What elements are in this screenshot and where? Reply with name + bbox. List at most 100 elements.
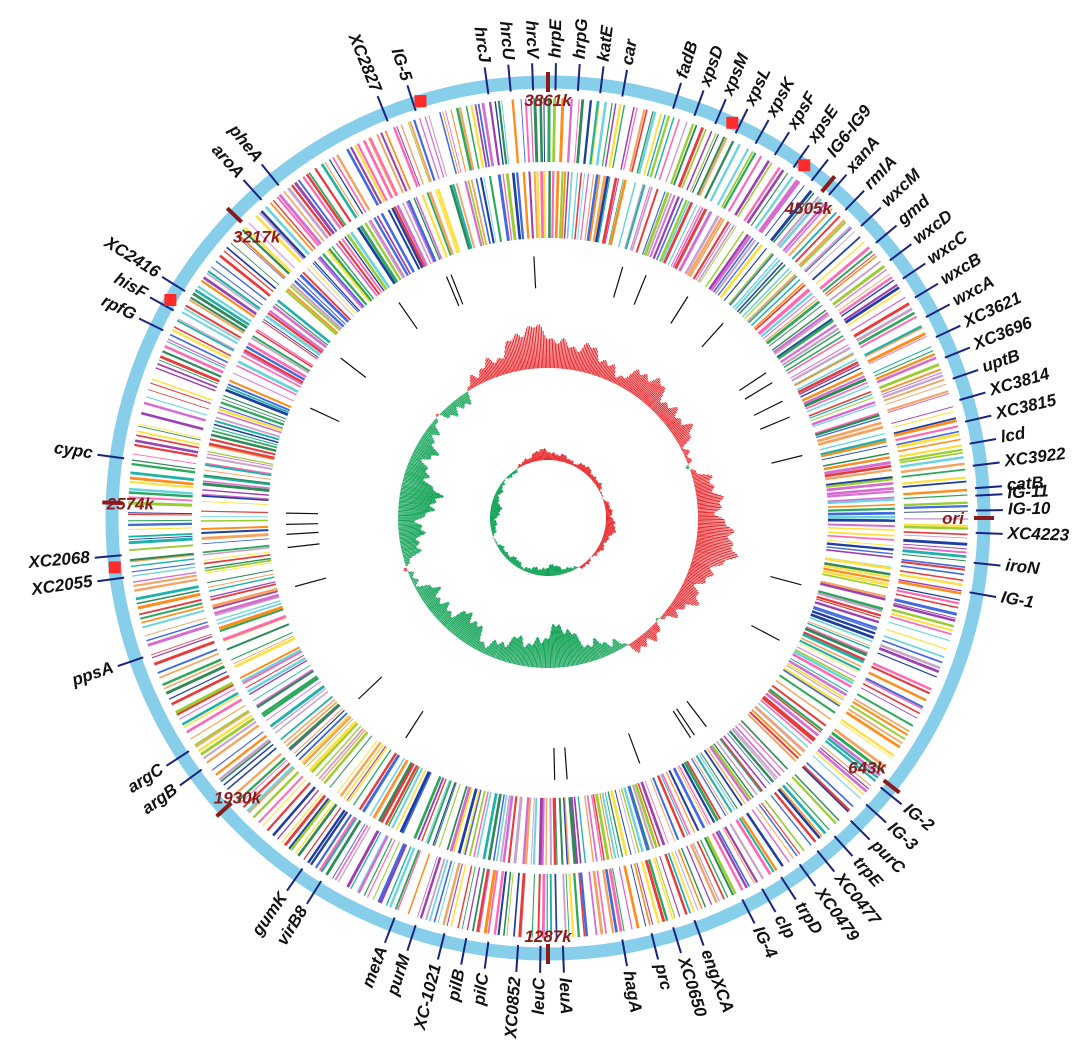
gc-skew-bar: [585, 468, 591, 475]
gc-content-bar: [400, 491, 437, 499]
gc-content-bar: [578, 344, 586, 372]
gc-content-bar: [617, 376, 624, 386]
cog-gene-bar: [143, 401, 206, 422]
gc-content-bar: [612, 376, 616, 383]
gc-skew-bar: [539, 569, 542, 576]
gc-skew-bar: [596, 482, 602, 487]
cog-gene-bar: [822, 573, 889, 589]
gc-skew-bar: [595, 482, 599, 486]
gc-skew-bar: [573, 463, 576, 467]
gc-content-bar: [630, 374, 644, 394]
gc-content-bar: [417, 442, 440, 456]
rna-gene-tick: [701, 322, 724, 348]
cog-gene-bar: [165, 665, 226, 695]
gc-content-bar: [398, 511, 428, 514]
cog-gene-bar: [502, 173, 513, 241]
cog-gene-bar: [243, 349, 304, 384]
gene-label: catB: [1006, 473, 1044, 495]
gc-skew-bar: [495, 492, 501, 495]
gc-skew-bar: [566, 566, 570, 573]
gene-label: XC3922: [1002, 444, 1067, 471]
gene-labels: IG-11iroNIG-1IG-2IG-3purCtrpEXC0477XC047…: [27, 18, 1070, 1040]
gc-content-bar: [398, 504, 433, 509]
gc-content-bar: [592, 358, 599, 376]
gc-skew-bar: [543, 568, 545, 576]
gc-content-bar: [511, 340, 519, 372]
cog-gene-bar: [248, 659, 308, 696]
gc-content-bar: [515, 635, 523, 665]
cog-gene-bar: [646, 114, 666, 177]
gc-content-bar: [686, 459, 693, 463]
cog-gene-bar: [217, 602, 282, 625]
gc-skew-bar: [582, 563, 586, 568]
cog-gene-bar: [805, 626, 869, 654]
cog-gene-bar: [129, 544, 194, 552]
gc-content-bar: [515, 333, 523, 371]
gc-skew-bar: [601, 495, 604, 497]
gc-skew-bar: [500, 483, 504, 486]
cog-gene-bar: [827, 531, 895, 537]
gc-skew-bar: [490, 509, 501, 512]
cog-gene-bar: [421, 194, 448, 258]
gc-skew-bar: [602, 537, 609, 541]
cog-gene-bar: [437, 861, 456, 924]
gc-skew-bar: [538, 569, 541, 576]
cog-gene-bar: [483, 869, 497, 934]
cog-gene-bar: [622, 107, 638, 171]
gc-content-bar: [643, 381, 661, 403]
cog-gene-bar: [689, 843, 718, 904]
gc-skew-bar: [551, 564, 554, 576]
cog-gene-bar: [722, 152, 757, 210]
gc-content-bar: [665, 609, 677, 619]
cog-gene-bar: [559, 98, 565, 163]
gc-skew-bar: [521, 462, 524, 466]
gc-content-bar: [665, 611, 674, 618]
gc-content-bar: [415, 447, 432, 457]
gc-skew-bar: [603, 535, 609, 539]
gc-content-bar: [586, 644, 593, 662]
cog-gene-bar: [205, 562, 272, 574]
gc-content-bar: [652, 402, 662, 412]
cog-gene-bar: [800, 637, 862, 668]
cog-gene-bar: [344, 236, 385, 292]
gc-content-bar: [416, 584, 428, 592]
gene-label: hrcU: [496, 20, 518, 61]
gene-position-tick: [914, 282, 939, 299]
gc-content-bar: [574, 352, 580, 371]
gc-content-bar: [655, 621, 658, 625]
cog-gene-bar: [173, 326, 232, 357]
rna-gene-tick: [633, 274, 647, 305]
cog-gene-bar: [218, 605, 284, 630]
cog-gene-bar: [147, 389, 210, 410]
gc-content-bar: [675, 430, 691, 441]
cog-gene-bar: [363, 837, 393, 896]
cog-gene-bar: [230, 242, 280, 286]
gc-skew-bar: [601, 540, 607, 544]
cog-gene-bar: [636, 862, 654, 925]
cog-gene-bar: [167, 338, 227, 367]
cog-gene-bar: [608, 104, 622, 168]
cog-gene-bar: [794, 774, 840, 822]
gc-content-bar: [644, 383, 661, 404]
cog-gene-bar: [272, 199, 316, 250]
gc-content-bar: [609, 370, 616, 382]
cog-gene-bar: [807, 622, 870, 649]
cog-gene-bar: [738, 722, 785, 773]
cog-gene-bar: [746, 273, 797, 323]
cog-gene-bar: [819, 246, 871, 290]
cog-gene-bar: [265, 314, 322, 357]
gc-content-bar: [695, 490, 713, 494]
gene-position-tick: [833, 835, 854, 857]
cog-gene-bar: [588, 174, 601, 242]
gc-content-bar: [403, 568, 408, 572]
cog-gene-bar: [358, 752, 398, 811]
gc-content-bar: [622, 643, 626, 647]
cog-gene-bar: [608, 868, 623, 932]
cog-gene-bar: [829, 260, 882, 302]
gc-content-bar: [401, 548, 420, 554]
gc-content-bar: [697, 526, 733, 530]
gc-content-bar: [673, 599, 686, 608]
cog-gene-bar: [418, 117, 440, 180]
cog-gene-bar: [255, 668, 313, 707]
